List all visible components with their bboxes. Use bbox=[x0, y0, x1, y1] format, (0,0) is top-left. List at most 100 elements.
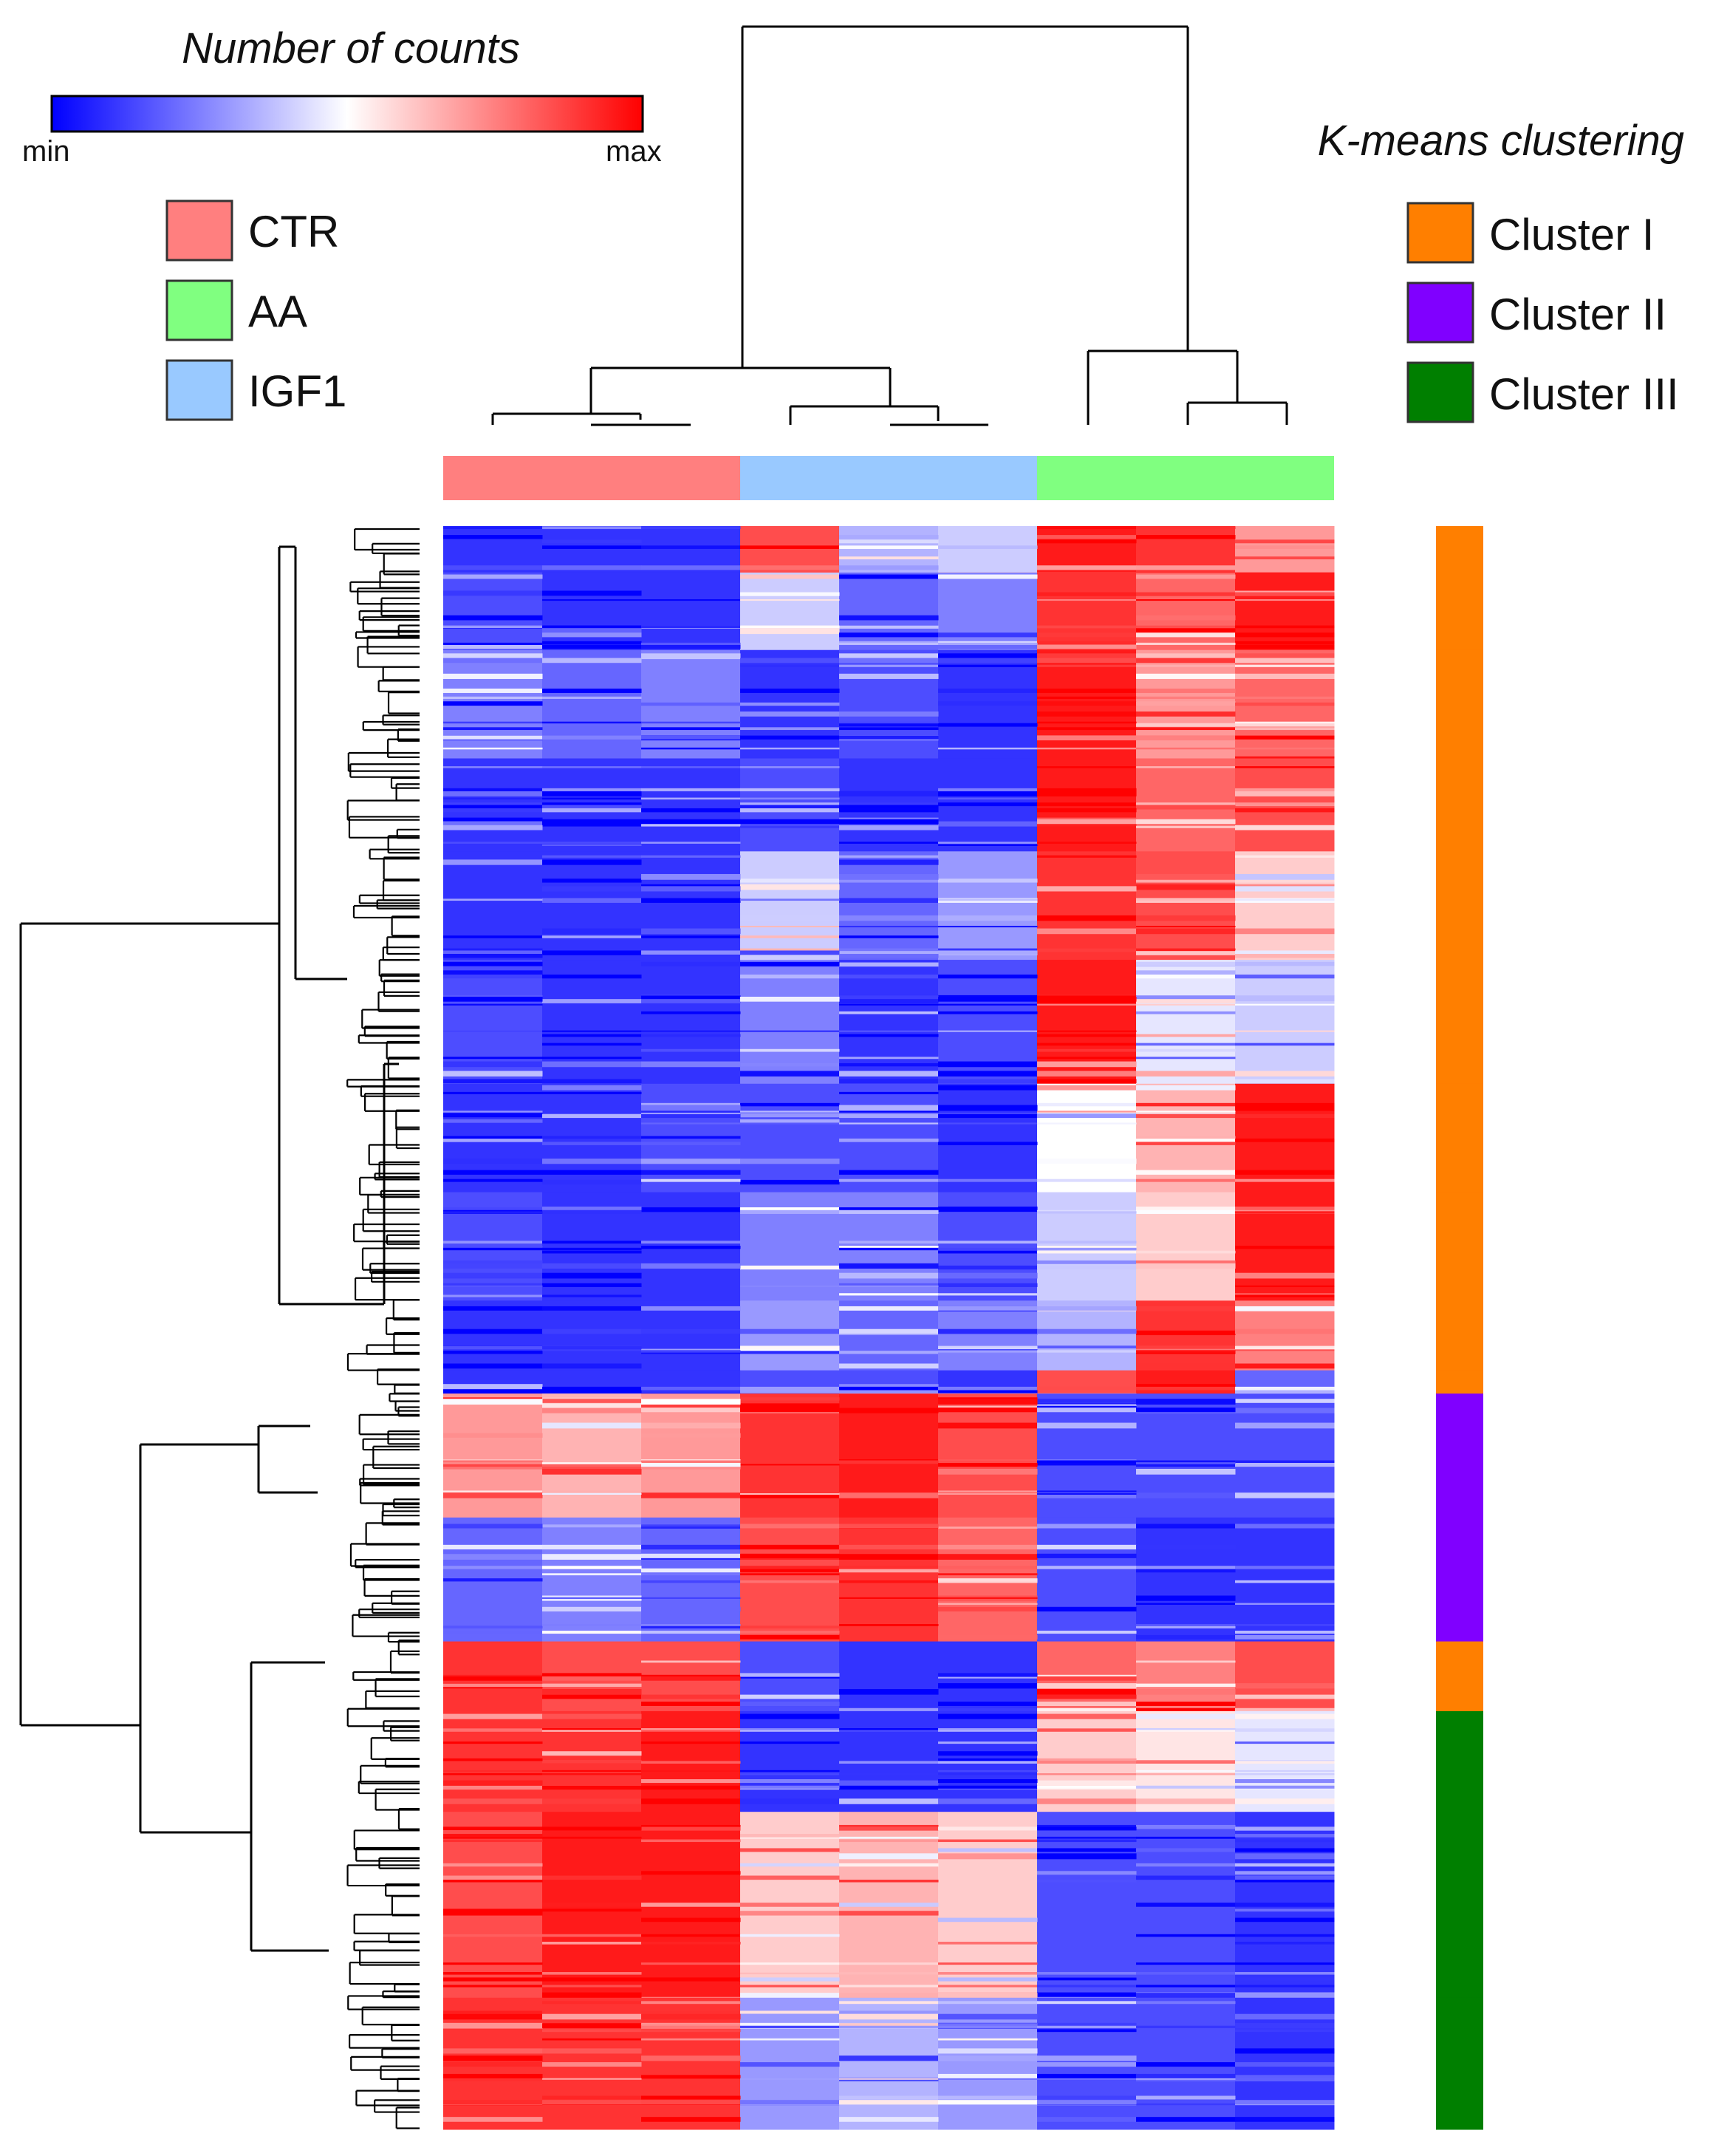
heatmap-gene-stripe bbox=[1037, 915, 1137, 921]
heatmap-gene-stripe bbox=[641, 1207, 741, 1212]
heatmap-gene-stripe bbox=[443, 808, 543, 813]
heatmap-gene-stripe bbox=[542, 1728, 642, 1732]
heatmap-gene-stripe bbox=[740, 1328, 840, 1334]
heatmap-gene-stripe bbox=[740, 1834, 840, 1838]
heatmap-gene-stripe bbox=[443, 1294, 543, 1297]
heatmap-cell bbox=[740, 572, 840, 651]
heatmap-gene-stripe bbox=[740, 950, 840, 955]
heatmap-gene-stripe bbox=[1037, 1113, 1137, 1119]
heatmap-gene-stripe bbox=[542, 2025, 642, 2028]
heatmap-gene-stripe bbox=[1136, 574, 1236, 579]
heatmap-gene-stripe bbox=[1235, 2062, 1335, 2067]
heatmap-gene-stripe bbox=[1235, 1293, 1335, 1296]
heatmap-gene-stripe bbox=[1136, 526, 1236, 530]
heatmap-gene-stripe bbox=[938, 1554, 1038, 1560]
heatmap-gene-stripe bbox=[938, 1241, 1038, 1244]
cluster-bar-segment-cluster-ii bbox=[1436, 1517, 1483, 1642]
heatmap-gene-stripe bbox=[443, 1977, 543, 1982]
heatmap-gene-stripe bbox=[542, 1624, 642, 1626]
heatmap-gene-stripe bbox=[443, 788, 543, 791]
row-dendrogram-branch bbox=[372, 542, 420, 554]
heatmap-gene-stripe bbox=[839, 2010, 939, 2014]
heatmap-gene-stripe bbox=[1037, 644, 1137, 649]
heatmap-gene-stripe bbox=[839, 1836, 939, 1839]
heatmap-gene-stripe bbox=[1037, 1459, 1137, 1461]
heatmap-gene-stripe bbox=[1235, 2013, 1335, 2020]
heatmap-gene-stripe bbox=[1037, 1524, 1137, 1529]
heatmap-gene-stripe bbox=[1136, 1595, 1236, 1601]
heatmap-gene-stripe bbox=[839, 1384, 939, 1389]
heatmap-gene-stripe bbox=[938, 1566, 1038, 1569]
row-dendrogram-branch bbox=[383, 979, 420, 997]
heatmap-gene-stripe bbox=[1037, 592, 1137, 596]
row-dendrogram-branch bbox=[394, 1400, 420, 1412]
row-dendrogram-branch bbox=[361, 1247, 420, 1271]
heatmap-gene-stripe bbox=[443, 1246, 543, 1249]
heatmap-gene-stripe bbox=[1136, 2078, 1236, 2080]
heatmap-gene-stripe bbox=[1235, 1113, 1335, 1119]
heatmap-gene-stripe bbox=[1136, 1634, 1236, 1640]
heatmap-gene-stripe bbox=[1037, 2100, 1137, 2105]
heatmap-gene-stripe bbox=[443, 696, 543, 699]
heatmap-gene-stripe bbox=[641, 995, 741, 1002]
heatmap-gene-stripe bbox=[938, 926, 1038, 928]
heatmap-gene-stripe bbox=[1136, 658, 1236, 663]
heatmap-gene-stripe bbox=[1136, 1043, 1236, 1046]
heatmap-gene-stripe bbox=[542, 935, 642, 938]
row-dendrogram-branch bbox=[383, 1720, 420, 1732]
heatmap-gene-stripe bbox=[740, 1728, 840, 1732]
heatmap-gene-stripe bbox=[641, 1241, 741, 1244]
heatmap-gene-stripe bbox=[1136, 625, 1236, 629]
heatmap-cell bbox=[1037, 1370, 1137, 1394]
heatmap-gene-stripe bbox=[641, 2100, 741, 2105]
heatmap-gene-stripe bbox=[740, 1934, 840, 1937]
heatmap-gene-stripe bbox=[938, 1293, 1038, 1296]
heatmap-gene-stripe bbox=[740, 628, 840, 635]
heatmap-gene-stripe bbox=[1235, 1993, 1335, 1999]
heatmap-gene-stripe bbox=[1136, 727, 1236, 731]
heatmap-gene-stripe bbox=[641, 702, 741, 706]
heatmap-gene-stripe bbox=[1136, 1713, 1236, 1719]
heatmap-gene-stripe bbox=[542, 1573, 642, 1576]
cluster-label-2: Cluster II bbox=[1489, 290, 1666, 339]
heatmap-gene-stripe bbox=[839, 855, 939, 858]
heatmap-gene-stripe bbox=[938, 879, 1038, 883]
heatmap-gene-stripe bbox=[938, 1773, 1038, 1775]
heatmap-gene-stripe bbox=[641, 1386, 741, 1391]
heatmap-gene-stripe bbox=[1037, 1606, 1137, 1611]
heatmap-gene-stripe bbox=[740, 1694, 840, 1699]
heatmap-gene-stripe bbox=[1235, 673, 1335, 679]
heatmap-gene-stripe bbox=[1037, 653, 1137, 660]
heatmap-gene-stripe bbox=[542, 1462, 642, 1464]
heatmap-gene-stripe bbox=[839, 2078, 939, 2080]
heatmap-gene-stripe bbox=[740, 1770, 840, 1772]
heatmap-gene-stripe bbox=[443, 673, 543, 679]
heatmap-gene-stripe bbox=[542, 1554, 642, 1560]
heatmap-gene-stripe bbox=[1235, 954, 1335, 958]
heatmap-gene-stripe bbox=[1136, 642, 1236, 645]
row-dendrogram-branch bbox=[386, 936, 420, 955]
heatmap-cell bbox=[1235, 526, 1335, 573]
row-dendrogram-trunk bbox=[19, 545, 399, 1952]
row-dendrogram-branch bbox=[358, 894, 420, 904]
heatmap-gene-stripe bbox=[1037, 1683, 1137, 1689]
heatmap-gene-stripe bbox=[641, 797, 741, 800]
heatmap-gene-stripe bbox=[740, 599, 840, 601]
heatmap-gene-stripe bbox=[1235, 653, 1335, 660]
row-dendrogram-branch bbox=[393, 1498, 420, 1509]
heatmap-gene-stripe bbox=[839, 1544, 939, 1550]
heatmap-gene-stripe bbox=[542, 688, 642, 693]
heatmap-gene-stripe bbox=[839, 1363, 939, 1369]
heatmap-gene-stripe bbox=[542, 1544, 642, 1550]
heatmap-gene-stripe bbox=[1235, 1345, 1335, 1350]
row-dendrogram-branch bbox=[386, 1234, 420, 1245]
heatmap-gene-stripe bbox=[641, 1580, 741, 1583]
heatmap-gene-stripe bbox=[1136, 1136, 1236, 1139]
heatmap-gene-stripe bbox=[740, 766, 840, 768]
heatmap-gene-stripe bbox=[443, 1057, 543, 1060]
heatmap-gene-stripe bbox=[938, 747, 1038, 750]
heatmap-gene-stripe bbox=[938, 1544, 1038, 1550]
row-dendrogram-branch bbox=[389, 1393, 420, 1402]
heatmap-gene-stripe bbox=[1037, 788, 1137, 791]
heatmap-cell bbox=[938, 1083, 1038, 1193]
